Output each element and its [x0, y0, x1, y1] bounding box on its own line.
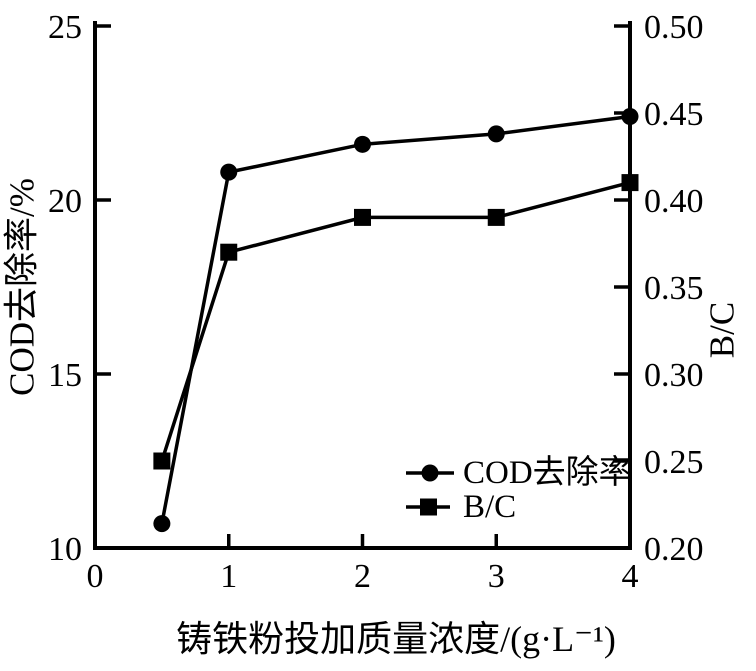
y-left-tick-label: 25 [48, 9, 82, 46]
x-tick-label: 4 [622, 558, 639, 595]
legend-item-cod: COD去除率 [404, 456, 632, 490]
circle-marker [220, 163, 238, 181]
legend-circle-marker-icon [406, 464, 454, 482]
data-series [153, 107, 639, 533]
y-left-tick-label: 20 [48, 183, 82, 220]
legend: COD去除率 B/C [404, 456, 632, 524]
x-tick-label: 0 [87, 558, 104, 595]
x-tick-label: 1 [220, 558, 237, 595]
square-marker [220, 243, 238, 261]
circle-marker [487, 125, 505, 143]
y-right-tick-label: 0.30 [644, 357, 704, 394]
x-tick-label: 3 [488, 558, 505, 595]
square-marker [621, 174, 639, 192]
legend-square-marker-icon [406, 498, 450, 516]
axis-ticks [95, 24, 630, 550]
legend-label-cod: COD去除率 [463, 454, 632, 491]
y-left-tick-label: 15 [48, 357, 82, 394]
y-right-tick-label: 0.45 [644, 96, 704, 133]
y-left-tick-label: 10 [48, 531, 82, 568]
square-marker [153, 452, 171, 470]
square-marker [487, 208, 505, 226]
y-right-tick-label: 0.25 [644, 444, 704, 481]
y-right-tick-label: 0.40 [644, 183, 704, 220]
square-marker [354, 208, 371, 226]
series-line-bc [160, 180, 631, 462]
x-axis-title: 铸铁粉投加质量浓度/(g·L⁻¹) [176, 619, 616, 659]
axis-tick-labels: 10 15 20 25 0.20 0.25 0.30 0.35 0.40 0.45 0.50 0 1 2 3… [48, 9, 704, 595]
circle-marker [153, 515, 171, 533]
x-tick-label: 2 [354, 558, 371, 595]
circle-marker [354, 135, 371, 153]
legend-label-bc: B/C [463, 488, 517, 525]
y-axis-title-left: COD去除率/% [2, 178, 42, 396]
y-right-tick-label: 0.35 [644, 270, 704, 307]
y-right-tick-label: 0.50 [644, 9, 704, 46]
y-right-tick-label: 0.20 [644, 531, 704, 568]
legend-item-bc: B/C [404, 490, 632, 524]
y-axis-title-right: B/C [702, 301, 742, 359]
circle-marker [621, 107, 639, 125]
